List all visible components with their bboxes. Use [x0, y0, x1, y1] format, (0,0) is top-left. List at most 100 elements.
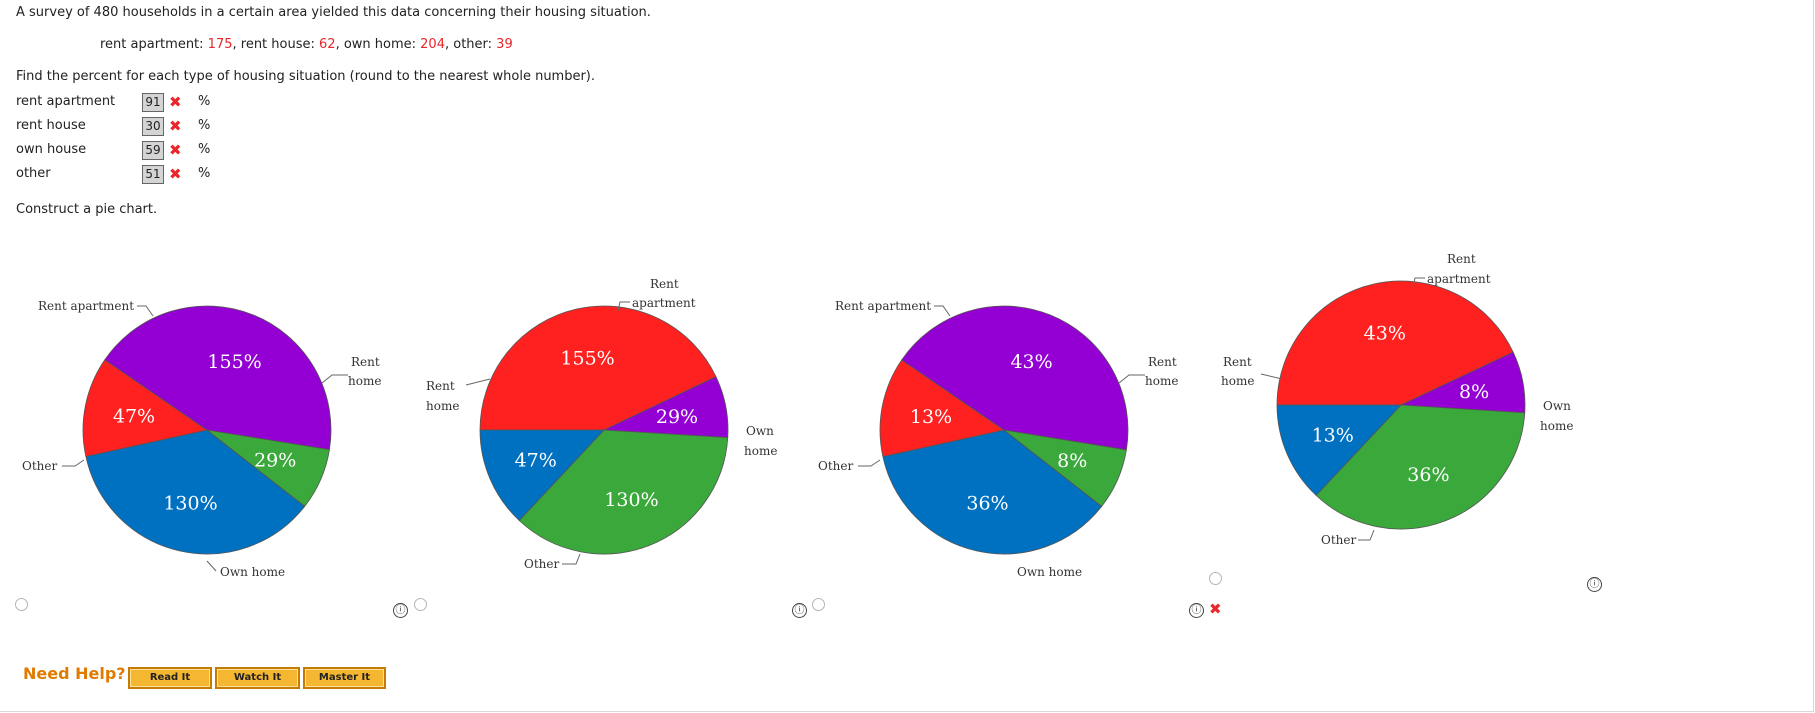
pie4-slice-rent-home: [1276, 404, 1402, 496]
data-value: 175: [207, 37, 233, 52]
chart1-callout-rent-apartment: Rent apartment: [38, 299, 134, 313]
leader-line: [137, 305, 154, 317]
pie3-percent-label: 36%: [966, 493, 1008, 515]
leader-line: [934, 305, 951, 317]
pie-slices-group: 130% 47% 155% 29% 155% 29% 130% 47% 36% 13% 43% 8% 4…: [82, 280, 1526, 555]
pie4-percent-label: 8%: [1459, 381, 1489, 403]
pie1-slice-rent-apartment: [85, 429, 306, 555]
answer-input-rent-apartment[interactable]: 91: [142, 93, 164, 112]
leader-line: [1358, 529, 1375, 541]
answer-label-rent-apartment: rent apartment: [16, 94, 116, 109]
pie3-slice-rent-apartment: [882, 429, 1103, 555]
question-intro: A survey of 480 households in a certain …: [16, 5, 651, 20]
find-instruction: Find the percent for each type of housin…: [16, 69, 596, 84]
pie1-percent-label: 130%: [163, 493, 217, 515]
chart2-callout-rent-home-1: Rent: [426, 379, 455, 393]
choice-radio-b[interactable]: [414, 598, 427, 611]
leader-line: [1260, 373, 1283, 380]
data-label: , other:: [444, 37, 497, 52]
leader-line: [62, 459, 85, 467]
callout-leader-lines: [62, 277, 1425, 572]
chart3-callout-own-home: Own home: [1017, 565, 1082, 579]
chart4-callout-rent-home-2: home: [1221, 374, 1254, 388]
pie3-percent-label: 43%: [1010, 351, 1052, 373]
chart4-callout-other: Other: [1321, 533, 1356, 547]
chart3-callout-rent-home-2: home: [1145, 374, 1178, 388]
answer-label-other: other: [16, 166, 51, 181]
watch-it-button[interactable]: Watch It: [215, 667, 300, 689]
chart1-callout-rent-home-2: home: [348, 374, 381, 388]
percent-unit: %: [198, 166, 211, 181]
chart2-callout-other: Other: [524, 557, 559, 571]
answer-input-own-house[interactable]: 59: [142, 141, 164, 160]
chart4-callout-rent-apartment-1: Rent: [1447, 252, 1476, 266]
read-it-button[interactable]: Read It: [128, 667, 212, 689]
leader-line: [1118, 374, 1145, 384]
leader-line: [465, 378, 491, 386]
info-icon[interactable]: ⓘ: [792, 603, 807, 618]
leader-line: [617, 301, 630, 312]
pie2-percent-label: 155%: [560, 347, 614, 369]
pie3-percent-label: 8%: [1057, 450, 1087, 472]
incorrect-icon: ✖: [1209, 600, 1222, 618]
chart3-callout-rent-apartment: Rent apartment: [835, 299, 931, 313]
chart3-callout-rent-home-1: Rent: [1148, 355, 1177, 369]
chart4-callout-rent-apartment-2: apartment: [1427, 272, 1491, 286]
pie4-slice-rent-apartment: [1276, 280, 1514, 406]
info-icon[interactable]: ⓘ: [393, 603, 408, 618]
pie3-slice-other: [1003, 429, 1127, 507]
choice-radio-c[interactable]: [812, 598, 825, 611]
chart2-callout-own-home-1: Own: [746, 424, 774, 438]
pie3-slice-rent-home: [879, 359, 1005, 458]
info-icon[interactable]: ⓘ: [1189, 603, 1204, 618]
incorrect-icon: ✖: [169, 141, 182, 159]
data-value: 204: [420, 37, 445, 52]
pie4-percent-label: 13%: [1312, 425, 1354, 447]
master-it-button[interactable]: Master It: [303, 667, 386, 689]
data-value: 62: [319, 37, 336, 52]
pie4-percent-label: 43%: [1364, 322, 1406, 344]
choice-radio-a[interactable]: [15, 598, 28, 611]
percent-unit: %: [198, 142, 211, 157]
answer-input-rent-house[interactable]: 30: [142, 117, 164, 136]
info-icon[interactable]: ⓘ: [1587, 577, 1602, 592]
construct-instruction: Construct a pie chart.: [16, 202, 158, 217]
pie1-percent-label: 47%: [113, 406, 155, 428]
pie1-slice-own-home: [104, 305, 332, 451]
pie2-percent-label: 47%: [515, 450, 557, 472]
pie4-percent-label: 36%: [1407, 464, 1449, 486]
pie1-slice-rent-home: [82, 359, 208, 458]
data-line: rent apartment: 175, rent house: 62, own…: [100, 37, 513, 52]
pie2-slice-rent-home: [479, 429, 605, 522]
leader-line: [562, 553, 581, 565]
pie2-slice-rent-apartment: [479, 305, 717, 431]
chart2-callout-rent-apartment-1: Rent: [650, 277, 679, 291]
chart4-callout-own-home-1: Own: [1543, 399, 1571, 413]
need-help-label: Need Help?: [23, 664, 126, 683]
answer-input-other[interactable]: 51: [142, 165, 164, 184]
pie4-slice-other: [1315, 404, 1526, 530]
pie1-percent-label: 155%: [207, 351, 261, 373]
pie2-percent-label: 29%: [656, 406, 698, 428]
choice-radio-d[interactable]: [1209, 572, 1222, 585]
leader-line: [1412, 277, 1425, 288]
chart2-callout-rent-home-2: home: [426, 399, 459, 413]
leader-line: [206, 560, 217, 572]
incorrect-icon: ✖: [169, 117, 182, 135]
leader-line: [321, 374, 348, 384]
chart1-callout-rent-home-1: Rent: [351, 355, 380, 369]
data-value: 39: [496, 37, 513, 52]
incorrect-icon: ✖: [169, 165, 182, 183]
chart4-callout-own-home-2: home: [1540, 419, 1573, 433]
data-label: , rent house:: [232, 37, 320, 52]
pie2-slice-other: [518, 429, 729, 555]
leader-line: [858, 459, 881, 467]
data-label: rent apartment:: [100, 37, 208, 52]
incorrect-icon: ✖: [169, 93, 182, 111]
answer-label-rent-house: rent house: [16, 118, 86, 133]
chart4-callout-rent-home-1: Rent: [1223, 355, 1252, 369]
pie3-slice-own-home: [901, 305, 1129, 451]
pie1-percent-label: 29%: [254, 450, 296, 472]
